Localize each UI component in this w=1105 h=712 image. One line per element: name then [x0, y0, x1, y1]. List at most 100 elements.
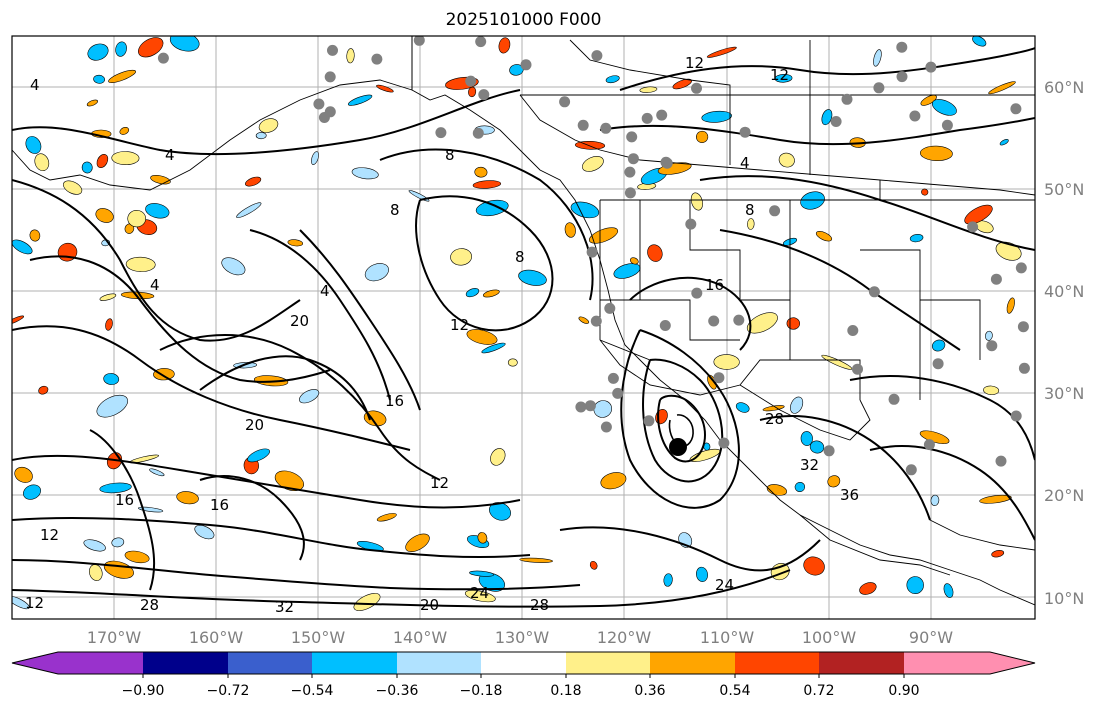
shaded-cell: [83, 539, 106, 552]
station-dot: [932, 358, 944, 370]
shaded-cell: [169, 36, 200, 52]
shaded-cell: [985, 330, 993, 341]
station-dot: [660, 156, 672, 168]
shaded-cell: [964, 204, 993, 225]
station-dot: [830, 116, 842, 127]
contour-label: 24: [470, 584, 489, 602]
station-dot: [847, 325, 859, 336]
station-dot: [852, 363, 863, 375]
contour-label: 20: [245, 416, 264, 434]
contour-label: 16: [115, 491, 134, 509]
shaded-cell: [696, 566, 708, 582]
station-dot: [888, 393, 900, 405]
lon-label: 110°W: [700, 628, 755, 647]
lon-label: 90°W: [909, 628, 953, 647]
station-dot: [590, 315, 602, 327]
shaded-cell: [108, 69, 137, 83]
shaded-cell: [564, 222, 576, 238]
shaded-cell: [713, 354, 740, 370]
shaded-cell: [809, 440, 825, 454]
station-dot: [643, 415, 655, 427]
colorbar-tick-label: −0.54: [291, 683, 334, 699]
contour-label: 8: [445, 146, 455, 164]
station-dot: [371, 53, 383, 65]
shaded-cell: [475, 199, 509, 217]
colorbar: [11, 651, 1036, 678]
shaded-cell: [236, 202, 262, 219]
shaded-cell: [469, 570, 495, 577]
shaded-cell: [353, 593, 381, 611]
contour-label: 32: [275, 598, 294, 616]
colorbar-tick-label: −0.18: [460, 683, 503, 699]
station-dot: [941, 119, 953, 131]
station-dot: [873, 82, 885, 94]
station-dot: [691, 82, 702, 94]
shaded-cell: [786, 317, 800, 330]
contour-label: 28: [530, 596, 549, 614]
latitude-labels: 60°N 50°N 40°N 30°N 20°N 10°N: [1044, 78, 1084, 608]
shaded-cell: [194, 525, 215, 540]
shaded-cell: [1006, 297, 1015, 314]
contour-label: 12: [25, 594, 44, 612]
shaded-cell: [34, 153, 50, 172]
station-dot: [604, 302, 616, 314]
shaded-cell: [81, 161, 93, 174]
colorbar-segment: [143, 652, 228, 674]
shaded-cell: [23, 484, 41, 500]
colorbar-tick-label: 0.72: [803, 683, 834, 699]
station-dot: [577, 119, 589, 131]
colorbar-tick-label: 0.54: [719, 683, 750, 699]
station-dot: [990, 273, 1002, 285]
contour-label: 12: [450, 316, 469, 334]
contour-label: 12: [40, 526, 59, 544]
shaded-cell: [991, 550, 1005, 558]
station-dot: [626, 131, 638, 143]
station-dot: [896, 41, 908, 53]
colorbar-outline: [11, 651, 1036, 675]
station-dot: [1010, 410, 1022, 422]
shaded-cell: [701, 110, 732, 123]
shaded-cell: [481, 342, 506, 354]
station-dot: [475, 36, 487, 48]
shaded-cell: [287, 239, 304, 247]
lat-label: 30°N: [1044, 384, 1084, 403]
shaded-cell: [96, 394, 129, 418]
shaded-cell: [25, 136, 42, 154]
station-dot: [600, 421, 612, 433]
station-dot: [327, 44, 338, 56]
lon-label: 120°W: [597, 628, 652, 647]
station-dot: [995, 455, 1007, 467]
shaded-cell: [87, 43, 109, 61]
contour-label: 28: [140, 596, 159, 614]
station-dot: [769, 205, 781, 217]
shaded-cell: [138, 37, 164, 58]
station-dot: [435, 127, 447, 139]
contour-label: 16: [210, 496, 229, 514]
station-dot: [925, 61, 937, 73]
station-dot: [624, 187, 636, 199]
station-dot: [713, 372, 725, 384]
shaded-cell: [983, 385, 1000, 395]
shaded-cell: [176, 491, 199, 505]
station-dot: [691, 287, 703, 299]
shaded-cell: [124, 550, 150, 564]
shaded-cell: [258, 118, 279, 133]
lon-label: 100°W: [802, 628, 857, 647]
shaded-cell: [115, 41, 127, 57]
shaded-cell: [803, 556, 825, 576]
contour-label: 8: [745, 201, 755, 219]
shaded-cell: [706, 46, 737, 58]
shaded-cell: [346, 48, 355, 64]
shaded-cell: [605, 75, 620, 84]
shaded-cell: [920, 145, 953, 162]
contour-label: 4: [320, 282, 330, 300]
contour-label: 8: [390, 201, 400, 219]
shaded-cell: [930, 494, 940, 506]
shaded-cell: [999, 138, 1009, 146]
shaded-cell: [376, 513, 397, 522]
station-dot: [584, 400, 596, 412]
shaded-cell: [794, 481, 806, 493]
station-dot: [627, 153, 639, 165]
shaded-cell: [578, 316, 590, 324]
shaded-cell: [299, 389, 320, 404]
